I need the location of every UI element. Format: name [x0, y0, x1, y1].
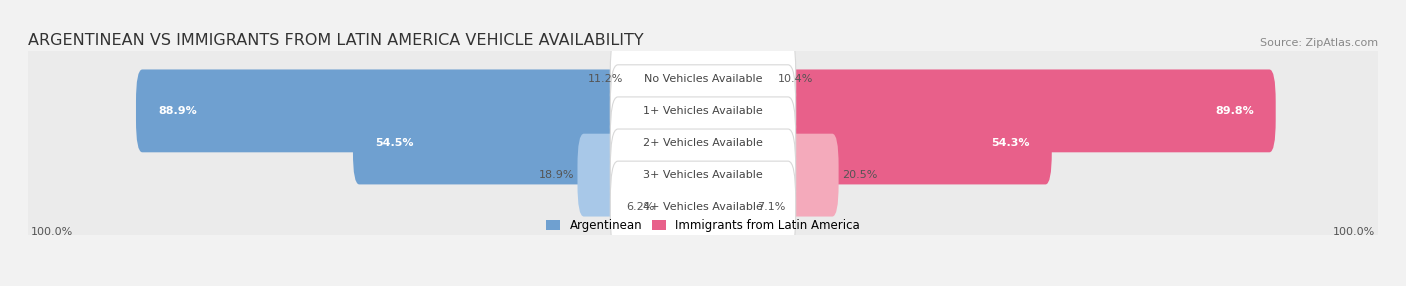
FancyBboxPatch shape [22, 114, 1384, 237]
Text: 7.1%: 7.1% [758, 202, 786, 212]
Text: 3+ Vehicles Available: 3+ Vehicles Available [643, 170, 763, 180]
Text: 11.2%: 11.2% [588, 74, 623, 84]
Text: 2+ Vehicles Available: 2+ Vehicles Available [643, 138, 763, 148]
FancyBboxPatch shape [353, 102, 709, 184]
Text: 89.8%: 89.8% [1215, 106, 1254, 116]
FancyBboxPatch shape [697, 102, 1052, 184]
Text: ARGENTINEAN VS IMMIGRANTS FROM LATIN AMERICA VEHICLE AVAILABILITY: ARGENTINEAN VS IMMIGRANTS FROM LATIN AME… [28, 33, 644, 48]
FancyBboxPatch shape [610, 33, 796, 125]
FancyBboxPatch shape [136, 69, 709, 152]
FancyBboxPatch shape [697, 69, 1275, 152]
FancyBboxPatch shape [658, 166, 709, 249]
FancyBboxPatch shape [697, 134, 838, 217]
Text: 1+ Vehicles Available: 1+ Vehicles Available [643, 106, 763, 116]
FancyBboxPatch shape [22, 17, 1384, 140]
Text: 18.9%: 18.9% [538, 170, 574, 180]
Legend: Argentinean, Immigrants from Latin America: Argentinean, Immigrants from Latin Ameri… [546, 219, 860, 232]
FancyBboxPatch shape [610, 129, 796, 221]
FancyBboxPatch shape [697, 37, 775, 120]
FancyBboxPatch shape [626, 37, 709, 120]
FancyBboxPatch shape [610, 65, 796, 157]
Text: No Vehicles Available: No Vehicles Available [644, 74, 762, 84]
FancyBboxPatch shape [22, 146, 1384, 269]
Text: Source: ZipAtlas.com: Source: ZipAtlas.com [1260, 38, 1378, 48]
FancyBboxPatch shape [610, 97, 796, 189]
Text: 54.5%: 54.5% [375, 138, 413, 148]
FancyBboxPatch shape [578, 134, 709, 217]
Text: 54.3%: 54.3% [991, 138, 1029, 148]
Text: 6.2%: 6.2% [626, 202, 654, 212]
FancyBboxPatch shape [697, 166, 754, 249]
Text: 20.5%: 20.5% [842, 170, 877, 180]
FancyBboxPatch shape [22, 49, 1384, 172]
Text: 10.4%: 10.4% [778, 74, 814, 84]
Text: 100.0%: 100.0% [31, 227, 73, 237]
Text: 88.9%: 88.9% [157, 106, 197, 116]
Text: 4+ Vehicles Available: 4+ Vehicles Available [643, 202, 763, 212]
FancyBboxPatch shape [22, 82, 1384, 204]
FancyBboxPatch shape [610, 161, 796, 253]
Text: 100.0%: 100.0% [1333, 227, 1375, 237]
